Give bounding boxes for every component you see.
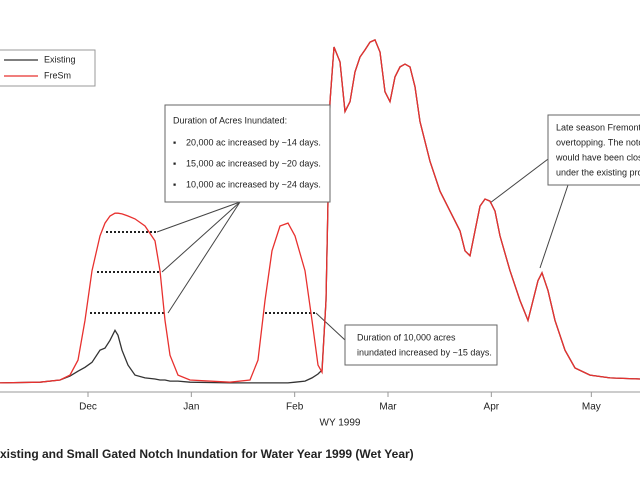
bullet: ▪: [173, 158, 176, 168]
annotation-text: Late season Fremont W: [556, 122, 640, 132]
arrow: [156, 201, 241, 233]
x-tick-label: Feb: [286, 402, 304, 413]
duration-lines: [90, 231, 316, 314]
annotation-item: 20,000 ac increased by ~14 days.: [186, 137, 321, 147]
series-line: [0, 39, 640, 384]
series-line: [0, 39, 640, 384]
annotation-text: inundated increased by ~15 days.: [357, 347, 492, 357]
bullet: ▪: [173, 137, 176, 147]
x-tick-label: Jan: [183, 402, 199, 413]
arrow: [315, 312, 346, 341]
x-tick-label: Apr: [484, 402, 500, 413]
annotation-text: Duration of 10,000 acres: [357, 332, 456, 342]
legend-box: [0, 49, 96, 87]
arrow: [539, 184, 569, 269]
x-tick-label: Dec: [79, 402, 97, 413]
x-tick-label: May: [582, 402, 601, 413]
annotation-item: 15,000 ac increased by ~20 days.: [186, 158, 321, 168]
annotation-text: under the existing pro: [556, 167, 640, 177]
legend-label: Existing: [44, 54, 76, 64]
bullet: ▪: [173, 179, 176, 189]
caption: xisting and Small Gated Notch Inundation…: [0, 447, 414, 461]
x-axis-label: WY 1999: [320, 418, 361, 429]
x-tick-label: Mar: [379, 402, 397, 413]
annotation-title: Duration of Acres Inundated:: [173, 115, 287, 125]
arrow: [161, 201, 241, 273]
plot: [0, 39, 640, 384]
annotation-box: [547, 114, 640, 186]
annotation-box: [344, 324, 498, 366]
annotation-box: [164, 104, 331, 203]
annotation-text: would have been clos: [555, 152, 640, 162]
arrow: [167, 201, 241, 314]
annotation-text: overtopping. The notc: [556, 137, 640, 147]
annotation-item: 10,000 ac increased by ~24 days.: [186, 179, 321, 189]
legend-label: FreSm: [44, 70, 71, 80]
arrows: [156, 149, 569, 341]
